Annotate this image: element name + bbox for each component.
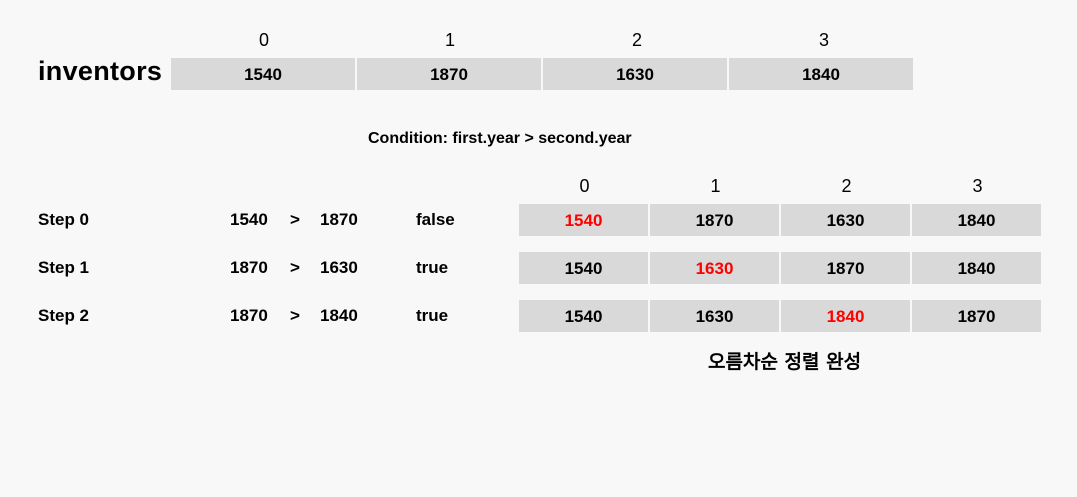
array-name-label: inventors [38,56,163,86]
top-index-2: 2 [631,30,642,50]
compare-second-value: 1630 [320,258,358,277]
array-cell: 1630 [781,204,912,236]
compare-first-value: 1540 [230,210,268,229]
step-index-0: 0 [579,176,590,196]
compare-result: true [416,306,449,325]
compare-first-value: 1870 [230,306,268,325]
array-cell: 1870 [650,204,781,236]
step-row-1: Step 1 1870 > 1630 true 1540 1630 1870 1… [0,252,1077,284]
array-cell: 1870 [781,252,912,284]
compare-result: true [416,258,449,277]
top-index-0: 0 [258,30,269,50]
compare-second-value: 1870 [320,210,358,229]
top-index-3: 3 [818,30,829,50]
array-cell: 1870 [357,58,543,90]
compare-operator: > [290,258,300,277]
step-label: Step 2 [38,306,90,325]
step-label: Step 0 [38,210,90,229]
compare-operator: > [290,210,300,229]
step-index-1: 1 [710,176,721,196]
array-cell: 1840 [912,252,1041,284]
compare-result: false [416,210,455,229]
step-array: 1540 1630 1870 1840 [519,252,1041,284]
step-index-3: 3 [972,176,983,196]
array-cell: 1540 [171,58,357,90]
array-cell: 1840 [912,204,1041,236]
array-cell: 1540 [519,204,650,236]
inventors-array: 1540 1870 1630 1840 [171,58,913,90]
top-index-1: 1 [444,30,455,50]
array-cell: 1840 [729,58,913,90]
array-cell: 1630 [543,58,729,90]
step-label: Step 1 [38,258,90,277]
step-row-0: Step 0 1540 > 1870 false 1540 1870 1630 … [0,204,1077,236]
array-cell: 1540 [519,300,650,332]
condition-text: Condition: first.year > second.year [368,130,632,147]
array-cell: 1540 [519,252,650,284]
array-cell: 1630 [650,252,781,284]
step-row-2: Step 2 1870 > 1840 true 1540 1630 1840 1… [0,300,1077,332]
step-index-2: 2 [841,176,852,196]
compare-second-value: 1840 [320,306,358,325]
array-cell: 1840 [781,300,912,332]
step-array: 1540 1870 1630 1840 [519,204,1041,236]
compare-first-value: 1870 [230,258,268,277]
array-cell: 1630 [650,300,781,332]
step-array: 1540 1630 1840 1870 [519,300,1041,332]
array-cell: 1870 [912,300,1041,332]
final-note: 오름차순 정렬 완성 [708,351,862,373]
compare-operator: > [290,306,300,325]
